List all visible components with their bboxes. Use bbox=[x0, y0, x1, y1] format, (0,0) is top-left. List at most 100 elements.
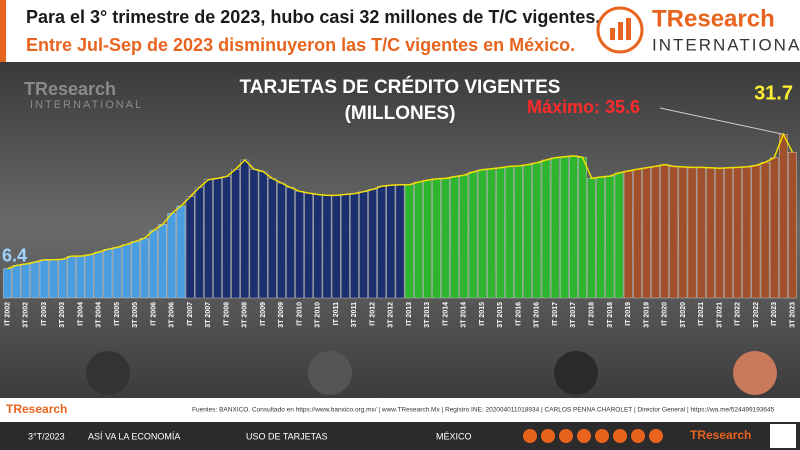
bar bbox=[587, 178, 596, 299]
x-tick-label: 3T 2020 bbox=[680, 302, 687, 328]
bar bbox=[204, 179, 213, 299]
x-tick-label: 3T 2009 bbox=[278, 302, 285, 328]
bar bbox=[423, 180, 432, 299]
bar bbox=[705, 167, 715, 299]
bar bbox=[331, 195, 341, 299]
bottom-item: ASÍ VA LA ECONOMÍA bbox=[88, 431, 180, 441]
bar bbox=[295, 191, 304, 299]
bar bbox=[213, 178, 222, 299]
x-tick-label: IT 2002 bbox=[4, 302, 11, 326]
bar bbox=[559, 156, 569, 299]
bar bbox=[30, 261, 40, 299]
x-tick-label: 3T 2023 bbox=[789, 302, 796, 328]
x-tick-label: IT 2014 bbox=[442, 302, 449, 326]
bar bbox=[578, 157, 587, 299]
x-tick-label: 3T 2008 bbox=[242, 302, 249, 328]
trend-line bbox=[7, 132, 794, 270]
bar bbox=[550, 157, 560, 299]
x-tick-label: 3T 2006 bbox=[169, 302, 176, 328]
x-tick-label: IT 2023 bbox=[771, 302, 778, 326]
header-accent bbox=[0, 0, 6, 62]
bar bbox=[103, 249, 113, 299]
bar bbox=[477, 169, 487, 299]
x-tick-label: IT 2007 bbox=[187, 302, 194, 326]
bar bbox=[3, 268, 12, 299]
bottom-item: USO DE TARJETAS bbox=[246, 431, 328, 441]
bar bbox=[769, 157, 779, 299]
bar bbox=[94, 251, 104, 299]
bar bbox=[222, 176, 231, 299]
watermark: TResearch bbox=[24, 79, 116, 99]
bar bbox=[605, 175, 615, 299]
bar bbox=[733, 167, 742, 299]
bar bbox=[596, 176, 606, 299]
bar bbox=[149, 230, 158, 299]
x-tick-label: IT 2012 bbox=[369, 302, 376, 326]
bar bbox=[112, 247, 122, 299]
x-tick-label: IT 2004 bbox=[77, 302, 84, 326]
bar bbox=[58, 259, 67, 299]
chart-subtitle: (MILLONES) bbox=[345, 103, 456, 124]
bottom-item: 3°T/2023 bbox=[28, 431, 65, 441]
bar bbox=[48, 259, 58, 299]
header-line2: Entre Jul-Sep de 2023 disminuyeron las T… bbox=[26, 35, 575, 55]
header-line1: Para el 3° trimestre de 2023, hubo casi … bbox=[26, 7, 600, 27]
value-label: 6.4 bbox=[2, 245, 27, 265]
x-tick-label: IT 2008 bbox=[223, 302, 230, 326]
x-tick-label: IT 2015 bbox=[479, 302, 486, 326]
x-tick-label: 3T 2014 bbox=[461, 302, 468, 328]
bar bbox=[678, 166, 688, 299]
bar bbox=[724, 167, 733, 299]
bar bbox=[660, 164, 669, 299]
bar bbox=[240, 159, 250, 299]
bar bbox=[231, 168, 241, 299]
x-tick-label: IT 2020 bbox=[662, 302, 669, 326]
bar bbox=[651, 166, 660, 299]
max-annotation: Máximo: 35.6 bbox=[527, 97, 640, 117]
x-tick-label: IT 2003 bbox=[41, 302, 48, 326]
bar bbox=[350, 193, 359, 299]
logo-sub: INTERNATIONAL bbox=[652, 35, 800, 54]
bar bbox=[322, 195, 332, 299]
x-tick-label: 3T 2015 bbox=[497, 302, 504, 328]
bar bbox=[760, 162, 770, 299]
bar bbox=[642, 167, 651, 299]
x-tick-label: IT 2018 bbox=[588, 302, 595, 326]
x-tick-label: IT 2016 bbox=[515, 302, 522, 326]
bar bbox=[85, 254, 95, 299]
x-tick-label: IT 2010 bbox=[296, 302, 303, 326]
bar bbox=[368, 189, 377, 299]
bar bbox=[450, 176, 460, 299]
x-tick-label: IT 2011 bbox=[333, 302, 340, 325]
bar bbox=[21, 263, 31, 299]
bar bbox=[696, 167, 706, 299]
bar bbox=[277, 182, 286, 299]
x-tick-label: 3T 2017 bbox=[570, 302, 577, 328]
bar bbox=[532, 162, 542, 299]
bottom-logo: TResearch bbox=[690, 428, 751, 442]
bar bbox=[687, 167, 697, 299]
bar bbox=[140, 237, 149, 299]
footer-logo: TResearch bbox=[6, 402, 67, 416]
bar bbox=[614, 172, 624, 299]
bar bbox=[432, 178, 441, 299]
x-tick-label: 3T 2013 bbox=[424, 302, 431, 328]
bar bbox=[39, 259, 49, 299]
annotation-line bbox=[659, 107, 784, 135]
bar bbox=[131, 241, 140, 299]
bottom-bar bbox=[0, 422, 800, 450]
social-icons bbox=[523, 429, 663, 443]
x-tick-label: IT 2013 bbox=[406, 302, 413, 326]
bar bbox=[286, 187, 295, 299]
x-tick-label: IT 2019 bbox=[625, 302, 632, 326]
bar bbox=[194, 187, 204, 299]
bar bbox=[505, 166, 514, 299]
logo-text: TResearch bbox=[652, 5, 775, 32]
portraits bbox=[86, 351, 777, 395]
bar bbox=[313, 194, 323, 299]
bar bbox=[167, 213, 177, 299]
bar bbox=[386, 185, 396, 299]
bar bbox=[496, 167, 505, 299]
bar bbox=[632, 168, 642, 299]
